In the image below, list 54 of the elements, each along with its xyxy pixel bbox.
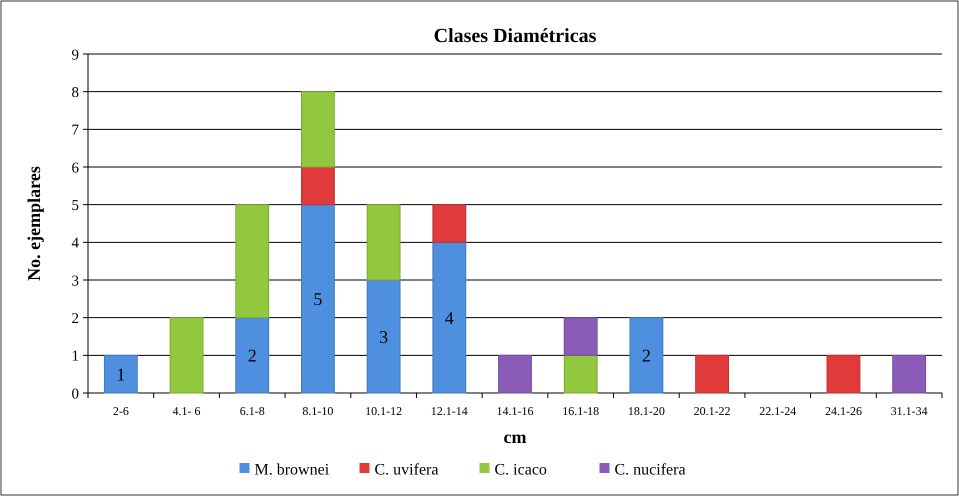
bar — [301, 166, 335, 206]
x-tick-label: 31.1-34 — [890, 404, 928, 418]
data-label: 5 — [313, 289, 322, 310]
data-label: 2 — [248, 346, 257, 366]
data-label: 1 — [116, 364, 126, 384]
data-label: 3 — [379, 326, 388, 347]
x-tick-label: 6.1-8 — [240, 404, 265, 418]
x-tick-label: 20.1-22 — [694, 404, 731, 418]
legend-label: M. brownei — [254, 462, 330, 479]
x-tick-label: 10.1-12 — [365, 404, 402, 418]
bar — [301, 91, 335, 168]
bar — [366, 280, 401, 394]
data-label: 4 — [444, 308, 454, 328]
legend-label: C. nucifera — [614, 462, 686, 479]
y-axis-title: No. ejemplares — [24, 166, 44, 281]
bar — [432, 204, 466, 243]
y-tick-label: 9 — [72, 47, 79, 64]
x-tick-label: 4.1- 6 — [172, 404, 201, 418]
x-tick-label: 16.1-18 — [562, 404, 600, 418]
y-tick-label: 1 — [72, 348, 79, 365]
bar — [564, 317, 598, 356]
y-tick-label: 5 — [72, 198, 79, 214]
bar — [498, 354, 532, 394]
x-tick-label: 14.1-16 — [496, 404, 534, 418]
bar — [629, 317, 664, 394]
bar — [301, 204, 335, 394]
x-tick-label: 2-6 — [112, 404, 129, 418]
bar — [235, 204, 270, 318]
chart-title: Clases Diamétricas — [434, 25, 597, 47]
bar — [170, 317, 204, 394]
bar — [432, 242, 466, 394]
y-tick-label: 8 — [72, 84, 79, 101]
x-tick-label: 22.1-24 — [759, 404, 796, 418]
y-tick-label: 4 — [72, 236, 80, 252]
bar — [104, 354, 138, 394]
x-tick-label: 12.1-14 — [430, 404, 468, 418]
bar — [366, 204, 401, 280]
y-tick-label: 7 — [72, 122, 80, 139]
y-tick-label: 6 — [72, 160, 80, 176]
x-tick-label: 24.1-26 — [824, 404, 862, 418]
y-tick-label: 3 — [72, 273, 79, 290]
bar — [235, 317, 270, 394]
bar — [892, 354, 926, 394]
legend-label: C. uvifera — [374, 462, 438, 479]
data-label: 2 — [642, 346, 651, 366]
y-tick-label: 0 — [72, 386, 79, 402]
bar — [826, 354, 860, 394]
bar — [564, 354, 598, 394]
x-tick-label: 8.1-10 — [302, 404, 334, 418]
x-axis-title: cm — [504, 427, 526, 447]
legend-label: C. icaco — [494, 462, 547, 479]
bar — [695, 354, 729, 394]
y-tick-label: 2 — [72, 310, 79, 327]
x-tick-label: 18.1-20 — [628, 404, 665, 418]
